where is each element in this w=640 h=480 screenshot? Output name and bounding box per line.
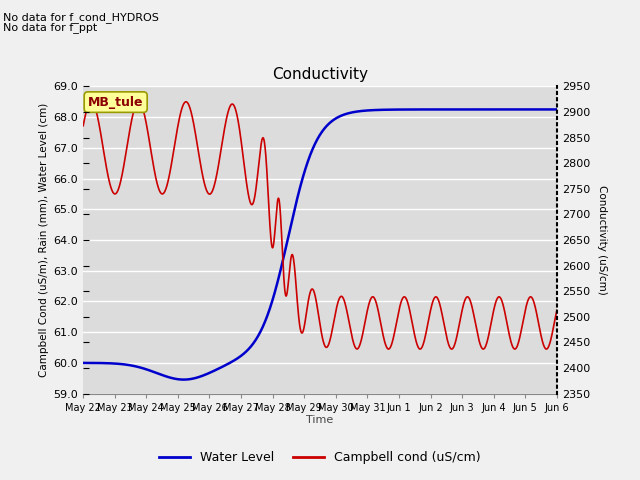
Y-axis label: Conductivity (uS/cm): Conductivity (uS/cm) [596,185,607,295]
Text: MB_tule: MB_tule [88,96,143,108]
Text: No data for f_ppt: No data for f_ppt [3,22,97,33]
Title: Conductivity: Conductivity [272,68,368,83]
Y-axis label: Campbell Cond (uS/m), Rain (mm), Water Level (cm): Campbell Cond (uS/m), Rain (mm), Water L… [40,103,49,377]
Text: No data for f_cond_HYDROS: No data for f_cond_HYDROS [3,12,159,23]
Legend: Water Level, Campbell cond (uS/cm): Water Level, Campbell cond (uS/cm) [154,446,486,469]
X-axis label: Time: Time [307,415,333,425]
